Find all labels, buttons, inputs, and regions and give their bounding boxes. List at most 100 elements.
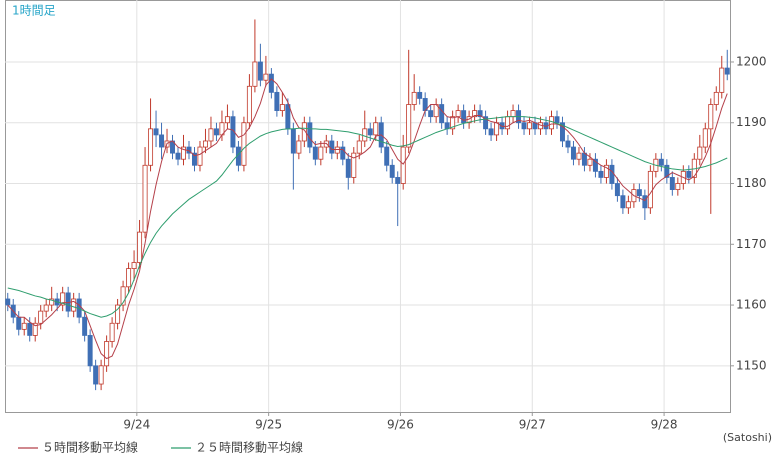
candle-body [636,189,642,197]
candle-body [98,365,104,385]
candle-body [472,110,478,118]
candle-body [351,152,357,178]
candle-body [527,122,533,130]
x-tick-label: 9/26 [387,418,414,432]
y-tick-label: 1150 [736,358,767,372]
candle-body [279,104,285,111]
candle-body [559,122,565,142]
candle-body [115,304,121,324]
candle-body [488,128,494,136]
legend-label: ５時間移動平均線 [42,440,138,455]
candle-body [510,110,516,118]
candle-body [153,128,159,136]
candle-body [104,341,110,367]
candle-body [159,134,165,148]
candle-body [16,316,22,330]
candle-body [483,116,489,130]
legend-label: ２５時間移動平均線 [195,440,303,455]
x-tick-label: 9/28 [651,418,678,432]
candle-body [686,170,692,178]
candle-body [724,67,730,75]
candle-body [71,298,77,312]
plot-area [5,0,731,413]
candle-body [428,110,434,118]
candle-body [181,146,186,160]
candle-body [521,122,527,130]
candle-body [131,262,137,269]
candle-body [274,91,280,111]
candle-body [224,116,230,124]
candle-body [87,335,93,367]
candle-body [93,365,99,385]
candle-body [301,122,307,142]
candle-body [499,122,505,130]
candle-body [598,170,604,178]
candle-body [614,183,620,197]
candle-body [318,146,324,160]
candle-body [417,91,423,99]
candle-body [208,128,214,142]
candle-body [675,183,681,190]
candle-body [477,110,483,118]
candle-body [268,73,274,93]
candle-body [708,104,714,130]
candle-body [263,73,269,81]
candle-body [494,122,500,136]
candle-body [592,158,598,172]
candle-body [658,158,664,166]
candle-body [296,140,302,154]
candle-body [367,128,373,136]
candle-body [49,298,55,306]
y-tick-label: 1160 [736,298,767,312]
candle-body [175,152,181,160]
candle-body [647,170,653,209]
candle-body [241,122,247,166]
candle-body [213,128,219,136]
x-tick-label: 9/27 [519,418,546,432]
candle-body [642,195,648,209]
candle-body [60,292,66,306]
x-tick-label: 9/25 [255,418,282,432]
candle-body [389,164,395,178]
candle-body [554,116,560,124]
candle-body [21,322,27,330]
candle-body [570,146,576,160]
candle-body [340,146,346,160]
candle-body [257,61,263,81]
candle-body [439,104,445,124]
candle-body [307,122,313,148]
candle-body [384,146,390,166]
candle-body [664,164,670,178]
candle-body [549,116,554,130]
candle-body [620,195,626,209]
candle-body [603,164,609,178]
candle-body [334,146,340,154]
candle-body [148,128,154,166]
candle-body [345,158,351,178]
candle-body [581,152,587,166]
candle-body [246,85,252,124]
candle-body [197,146,203,166]
candle-body [312,146,318,160]
candle-body [109,322,115,342]
ma-line [7,78,728,360]
candle-body [406,104,412,148]
candle-body [137,231,143,263]
candle-body [5,298,11,306]
candle-body [230,116,236,148]
candle-body [329,140,335,154]
candle-body [43,304,49,312]
y-tick-label: 1180 [736,176,767,190]
y-tick-label: 1170 [736,237,767,251]
candle-body [702,128,708,148]
candle-body [192,152,197,166]
candle-body [576,152,582,160]
candle-body [609,164,615,184]
candle-body [565,140,571,148]
candle-body [505,116,511,130]
candle-body [142,164,148,233]
candle-body [669,177,675,190]
candle-body [400,146,406,184]
candle-body [625,201,631,209]
